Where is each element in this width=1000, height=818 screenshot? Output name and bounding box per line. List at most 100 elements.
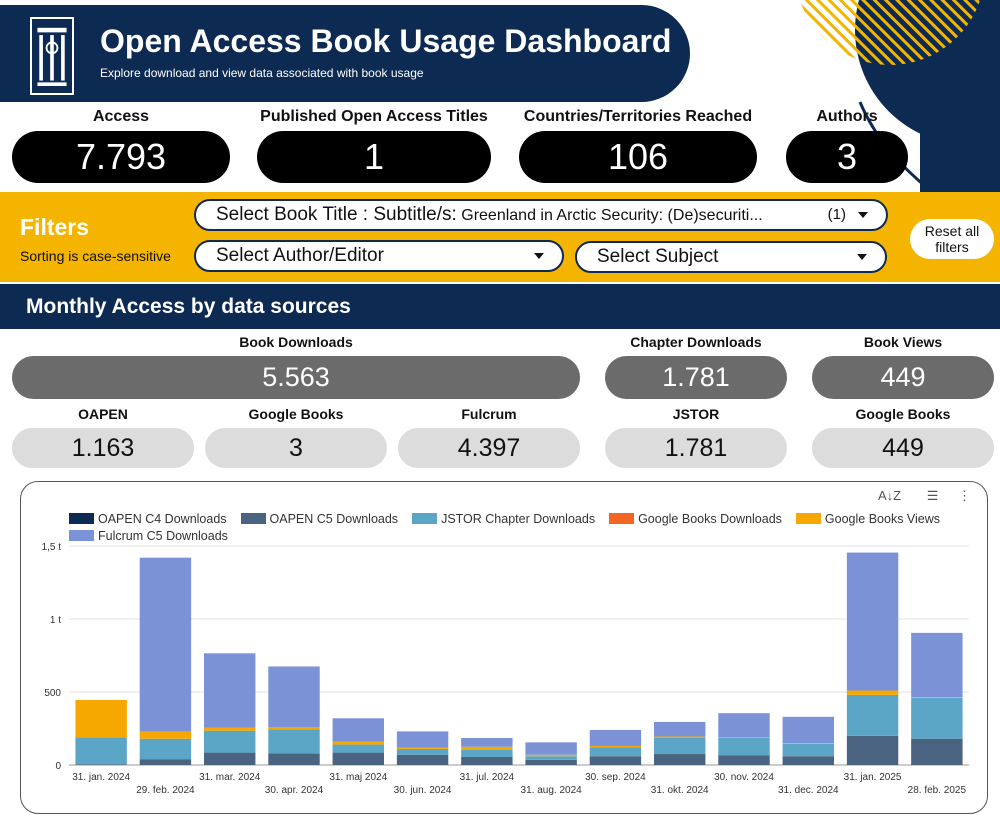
bar-segment[interactable] (75, 764, 127, 765)
bar-segment[interactable] (782, 716, 834, 744)
bar-segment[interactable] (846, 690, 899, 695)
bar-segment[interactable] (332, 718, 384, 742)
source-google-books-label: Google Books (248, 406, 344, 422)
filters-note: Sorting is case-sensitive (20, 248, 171, 264)
bar-segment[interactable] (911, 632, 963, 698)
bar-segment[interactable] (718, 713, 770, 738)
bar-segment[interactable] (139, 557, 192, 732)
bar-segment[interactable] (589, 756, 642, 765)
x-tick-label: 29. feb. 2024 (136, 785, 195, 796)
legend-label: OAPEN C4 Downloads (98, 512, 227, 526)
kpi-access-value: 7.793 (12, 131, 230, 183)
filter-icon[interactable]: ☰ (926, 488, 939, 503)
bar-segment[interactable] (396, 748, 449, 755)
bar-segment[interactable] (139, 731, 192, 739)
bar-segment[interactable] (332, 752, 384, 765)
bar-segment[interactable] (268, 666, 320, 728)
author-select[interactable]: Select Author/Editor (194, 240, 564, 272)
source-fulcrum-label: Fulcrum (461, 406, 517, 422)
bar-segment[interactable] (782, 756, 834, 765)
bar-segment[interactable] (589, 729, 642, 747)
book-title-count: (1) (827, 206, 846, 223)
bar-segment[interactable] (204, 727, 256, 731)
bar-segment[interactable] (846, 694, 899, 736)
reset-filters-button[interactable]: Reset all filters (910, 219, 994, 259)
chart-legend: OAPEN C4 Downloads OAPEN C5 Downloads JSTO… (69, 512, 969, 546)
more-options-icon[interactable]: ⋮ (958, 488, 971, 503)
bar-segment[interactable] (332, 741, 384, 745)
legend-item[interactable]: JSTOR Chapter Downloads (412, 512, 595, 526)
bar-segment[interactable] (75, 700, 127, 738)
x-tick-label: 30. sep. 2024 (585, 772, 646, 783)
bar-segment[interactable] (461, 749, 513, 757)
legend-item[interactable]: OAPEN C5 Downloads (240, 512, 398, 526)
bar-segment[interactable] (139, 738, 192, 760)
bar-segment[interactable] (846, 552, 899, 691)
x-tick-label: 31. jul. 2024 (460, 772, 515, 783)
book-downloads-value: 5.563 (12, 356, 580, 399)
bar-segment[interactable] (589, 746, 642, 748)
bar-segment[interactable] (911, 697, 963, 698)
bar-segment[interactable] (911, 697, 963, 739)
x-tick-label: 30. nov. 2024 (714, 772, 774, 783)
bar-segment[interactable] (204, 730, 256, 753)
book-title-select[interactable]: Select Book Title : Subtitle/s: Greenlan… (194, 199, 888, 231)
bar-segment[interactable] (268, 727, 320, 730)
bar-segment[interactable] (718, 755, 770, 765)
legend-item[interactable]: Google Books Downloads (609, 512, 782, 526)
section-title: Monthly Access by data sources (26, 295, 351, 318)
kpi-authors-value: 3 (786, 131, 908, 183)
bar-segment[interactable] (589, 747, 642, 757)
bar-segment[interactable] (139, 759, 192, 765)
bar-segment[interactable] (654, 754, 706, 765)
bar-segment[interactable] (718, 737, 770, 756)
page-title: Open Access Book Usage Dashboard (100, 23, 672, 59)
chevron-down-icon (857, 254, 867, 260)
bar-segment[interactable] (846, 735, 899, 765)
x-tick-label: 31. okt. 2024 (651, 785, 709, 796)
bar-segment[interactable] (718, 737, 770, 738)
bar-segment[interactable] (204, 752, 256, 765)
legend-item[interactable]: Google Books Views (795, 512, 941, 526)
bar-segment[interactable] (396, 747, 449, 749)
subject-select[interactable]: Select Subject (575, 241, 887, 273)
kpi-countries-label: Countries/Territories Reached (523, 108, 753, 125)
source-google-books-views-value: 449 (812, 428, 994, 468)
monthly-access-chart: 0 500 1 t 1,5 t 31. jan. 2024 29. feb. 2024 31… (42, 542, 969, 796)
bar-segment[interactable] (75, 737, 127, 765)
bar-segment[interactable] (782, 743, 834, 744)
legend-item[interactable]: Fulcrum C5 Downloads (69, 529, 228, 543)
bar-segment[interactable] (461, 746, 513, 750)
book-downloads-label: Book Downloads (239, 334, 353, 350)
legend-label: Google Books Views (824, 512, 941, 526)
bar-segment[interactable] (654, 736, 706, 738)
bar-segment[interactable] (525, 756, 577, 760)
bar-segment[interactable] (332, 744, 384, 753)
bar-segment[interactable] (782, 743, 834, 757)
bar-segment[interactable] (525, 754, 577, 757)
author-select-label: Select Author/Editor (216, 245, 384, 266)
y-tick-label: 1,5 t (42, 542, 62, 553)
bar-segment[interactable] (204, 653, 256, 728)
legend-item[interactable]: OAPEN C4 Downloads (69, 512, 227, 526)
bar-segment[interactable] (911, 738, 963, 765)
section-header: Monthly Access by data sources (0, 284, 1000, 329)
bar-segment[interactable] (654, 721, 706, 737)
bar-segment[interactable] (396, 731, 449, 748)
sort-icon[interactable]: A↓Z (877, 488, 902, 503)
book-views-value: 449 (812, 356, 994, 399)
header: Open Access Book Usage Dashboard Explore… (0, 0, 1000, 200)
legend-swatch (609, 513, 635, 524)
bar-segment[interactable] (396, 754, 449, 765)
bar-segment[interactable] (525, 759, 577, 765)
x-tick-label: 30. jun. 2024 (394, 785, 452, 796)
book-views-label: Book Views (863, 334, 943, 350)
bar-segment[interactable] (654, 737, 706, 755)
bar-segment[interactable] (461, 737, 513, 747)
bar-segment[interactable] (268, 753, 320, 765)
bar-segment[interactable] (461, 756, 513, 765)
x-tick-label: 31. maj 2024 (329, 772, 387, 783)
bar-segment[interactable] (525, 742, 577, 755)
book-title-select-label: Select Book Title : Subtitle/s: (216, 204, 457, 225)
bar-segment[interactable] (268, 729, 320, 754)
